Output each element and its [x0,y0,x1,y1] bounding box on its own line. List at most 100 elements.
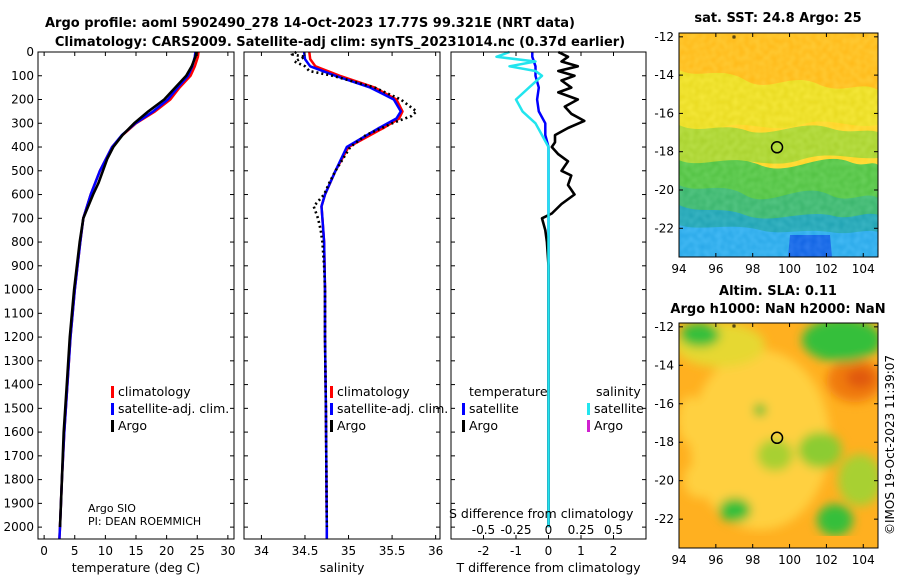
series-line-temperature-argo [540,50,586,528]
map-x-tick-label: 100 [778,553,801,567]
y-tick-label: 1200 [3,330,34,344]
sst-map-title: sat. SST: 24.8 Argo: 25 [694,11,861,26]
x-tick-label: -1 [510,544,522,558]
map-x-tick-label: 98 [745,553,760,567]
x-tick-label: 0 [40,544,48,558]
map-x-tick-label: 104 [852,262,875,276]
x-tick-label: -2 [478,544,490,558]
annotation-pi: PI: DEAN ROEMMICH [88,515,201,528]
x-tick-label: 34 [254,544,269,558]
sla-map-title1: Altim. SLA: 0.11 [719,284,837,299]
legend-label-satellite: satellite-adj. clim. [118,401,229,416]
header-line2: Climatology: CARS2009. Satellite-adj cli… [55,35,625,50]
x-tick-label: 25 [190,544,205,558]
y-tick-label: 800 [11,235,34,249]
map-x-tick-label: 96 [708,262,723,276]
legend-label-argo: Argo [337,418,366,433]
y-tick-label: 1700 [3,449,34,463]
annotation-argo-sio: Argo SIO [88,502,136,515]
y-tick-label: 400 [11,140,34,154]
series-line-argo [290,50,418,528]
legend-label-satellite: satellite-adj. clim. [337,401,448,416]
y-tick-label: 1100 [3,306,34,320]
difference-panel: -2 -1 0 1 2 T difference from climatology -0.5… [450,50,647,575]
map-y-tick-label: -22 [654,512,674,526]
x-tick-label: 1 [577,544,585,558]
plot-frame [243,51,441,540]
sla-map-title2: Argo h1000: NaN h2000: NaN [670,302,885,317]
map-x-tick-label: 104 [852,553,875,567]
map-y-tick-label: -16 [654,397,674,411]
legend-swatch-satellite [111,403,114,415]
y-tick-label: 900 [11,259,34,273]
y-tick-label: 300 [11,116,34,130]
sst-map-axes: 94 96 98 100 102 104 -12 -14 -16 -18 -20 -22 [654,30,878,276]
x-tick-label: 34.5 [292,544,319,558]
salinity-legend: climatology satellite-adj. clim. Argo [330,384,448,433]
legend-label-climatology: climatology [337,384,410,399]
s-tick-label: -0.5 [472,523,495,537]
argo-location-marker [770,141,784,154]
x-tick-label: 0 [545,544,553,558]
sla-map-axes: 94 96 98 100 102 104 -12 -14 -16 -18 -20 -22 [654,320,878,567]
map-x-tick-label: 102 [815,553,838,567]
y-tick-label: 1400 [3,378,34,392]
x-tick-label: 15 [128,544,143,558]
sst-map: sat. SST: 24.8 Argo: 25 94 96 98 100 102 104 -… [654,11,879,276]
map-x-tick-label: 94 [671,262,686,276]
legend-swatch-argo [330,420,333,432]
map-y-tick-label: -18 [654,145,674,159]
map-x-tick-label: 94 [671,553,686,567]
x-tick-label: 20 [159,544,174,558]
sla-field [679,323,878,548]
series-line-satellite-adj-clim- [58,51,197,540]
s-tick-label: 0.5 [604,523,623,537]
x-tick-label: 2 [610,544,618,558]
sla-map: Altim. SLA: 0.11 Argo h1000: NaN h2000: … [654,284,885,567]
map-y-tick-label: -20 [654,183,674,197]
y-tick-label: 1000 [3,283,34,297]
y-tick-label: 1300 [3,354,34,368]
x-tick-label: 36 [428,544,443,558]
series-line-satellite-adj-clim- [302,51,403,539]
map-y-tick-label: -18 [654,435,674,449]
legend-label-sal-satellite: satellite [594,401,644,416]
s-difference-label: S difference from climatology [449,506,634,521]
y-tick-label: 600 [11,188,34,202]
legend-swatch-satellite [330,403,333,415]
temperature-panel: 0 5 10 15 20 25 30 temperature (deg C) 0 100 200 30… [3,45,235,575]
map-y-tick-label: -12 [654,320,674,334]
sla-map-frame [678,322,879,549]
legend-swatch-argo [111,420,114,432]
legend-swatch-temp-argo [462,420,465,432]
x-axis-label: temperature (deg C) [72,560,201,575]
s-tick-label: 0.25 [568,523,595,537]
x-tick-label: 10 [98,544,113,558]
salinity-panel: 34 34.5 35 35.5 36 salinity [243,50,443,575]
x-axis-label: salinity [320,560,365,575]
y-tick-label: 2000 [3,520,34,534]
s-tick-label: 0 [545,523,553,537]
difference-legend: temperature salinity satellite Argo sate… [462,384,644,433]
y-tick-label: 700 [11,211,34,225]
map-x-tick-label: 96 [708,553,723,567]
x-tick-label: 35 [341,544,356,558]
legend-swatch-sal-satellite [587,403,590,415]
sst-map-frame [678,32,879,258]
legend-title-salinity: salinity [596,384,641,399]
legend-swatch-sal-argo [587,420,590,432]
header-line1: Argo profile: aoml 5902490_278 14-Oct-20… [45,16,575,31]
s-tick-label: -0.25 [500,523,531,537]
x-tick-label: 5 [71,544,79,558]
map-x-tick-label: 98 [745,262,760,276]
y-tick-label: 500 [11,164,34,178]
legend-title-temperature: temperature [469,384,548,399]
map-x-tick-label: 102 [815,262,838,276]
x-tick-label: 30 [220,544,235,558]
map-y-tick-label: -20 [654,474,674,488]
series-line-climatology [58,51,200,540]
series-line-argo [58,51,198,528]
x-tick-label: 35.5 [379,544,406,558]
legend-swatch-climatology [330,386,333,398]
